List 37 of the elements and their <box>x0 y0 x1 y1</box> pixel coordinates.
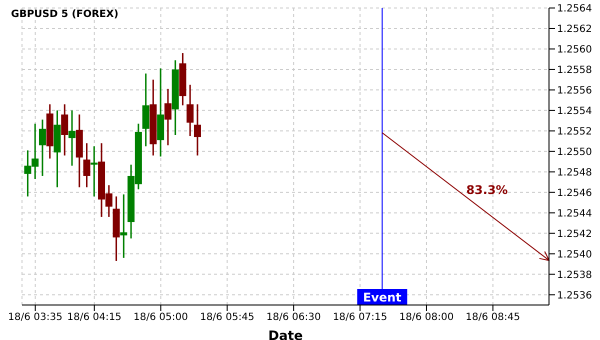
y-tick-label: 1.2548 <box>557 167 592 178</box>
annotation: 83.3% <box>466 183 508 198</box>
candlestick <box>186 84 194 137</box>
x-tick-label: 18/6 08:45 <box>466 312 520 324</box>
x-tick-label: 18/6 04:15 <box>67 312 122 324</box>
y-tick-label: 1.2536 <box>557 290 592 302</box>
chart-title: GBPUSD 5 (FOREX) <box>11 9 118 20</box>
candlestick <box>38 118 46 177</box>
x-tick-label: 18/6 07:15 <box>332 312 388 324</box>
candlestick <box>164 88 172 146</box>
x-axis-title: Date <box>268 329 303 340</box>
x-tick-label: 18/6 06:30 <box>266 312 321 324</box>
y-tick-label: 1.2550 <box>557 146 592 158</box>
candlestick <box>194 104 201 156</box>
y-tick-label: 1.2560 <box>557 44 592 56</box>
y-tick-label: 1.2554 <box>557 106 592 117</box>
candlestick <box>83 142 90 188</box>
y-tick-label: 1.2540 <box>557 249 592 260</box>
y-tick-label: 1.2544 <box>557 208 592 220</box>
y-tick-label: 1.2546 <box>557 188 592 199</box>
ref-line-label: Event <box>362 290 402 304</box>
candlestick <box>120 194 128 259</box>
y-tick-label: 1.2562 <box>557 24 592 36</box>
candlestick <box>61 104 68 156</box>
x-tick-label: 18/6 08:00 <box>399 312 454 324</box>
candlestick <box>142 72 150 148</box>
candlestick <box>68 110 76 166</box>
x-tick-label: 18/6 03:35 <box>8 312 63 324</box>
y-tick-label: 1.2552 <box>557 126 592 138</box>
x-tick-label: 18/6 05:00 <box>134 312 188 324</box>
y-tick-label: 1.2542 <box>557 228 592 240</box>
candlestick <box>90 146 98 198</box>
y-tick-label: 1.2556 <box>557 85 592 96</box>
y-tick-label: 1.2564 <box>557 4 592 15</box>
x-tick-label: 18/6 05:45 <box>200 312 254 324</box>
y-tick-label: 1.2558 <box>557 65 592 76</box>
y-tick-label: 1.2538 <box>557 270 592 281</box>
